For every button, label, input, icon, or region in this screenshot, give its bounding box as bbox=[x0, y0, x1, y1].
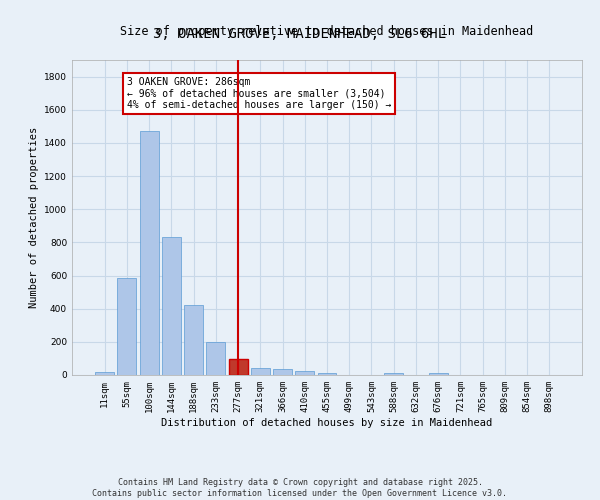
Bar bbox=[95, 372, 114, 375]
Bar bbox=[206, 342, 225, 375]
Text: 3 OAKEN GROVE: 286sqm
← 96% of detached houses are smaller (3,504)
4% of semi-de: 3 OAKEN GROVE: 286sqm ← 96% of detached … bbox=[127, 76, 391, 110]
X-axis label: Distribution of detached houses by size in Maidenhead: Distribution of detached houses by size … bbox=[161, 418, 493, 428]
Title: Size of property relative to detached houses in Maidenhead: Size of property relative to detached ho… bbox=[121, 25, 533, 38]
Bar bbox=[384, 372, 403, 375]
Bar bbox=[140, 132, 158, 375]
Text: Contains HM Land Registry data © Crown copyright and database right 2025.
Contai: Contains HM Land Registry data © Crown c… bbox=[92, 478, 508, 498]
Bar bbox=[273, 369, 292, 375]
Bar bbox=[429, 374, 448, 375]
Bar bbox=[229, 359, 248, 375]
Text: 3, OAKEN GROVE, MAIDENHEAD, SL6 6HL: 3, OAKEN GROVE, MAIDENHEAD, SL6 6HL bbox=[154, 28, 446, 42]
Bar bbox=[317, 374, 337, 375]
Bar bbox=[184, 306, 203, 375]
Bar bbox=[295, 371, 314, 375]
Bar bbox=[251, 368, 270, 375]
Bar bbox=[118, 278, 136, 375]
Y-axis label: Number of detached properties: Number of detached properties bbox=[29, 127, 38, 308]
Bar bbox=[162, 238, 181, 375]
